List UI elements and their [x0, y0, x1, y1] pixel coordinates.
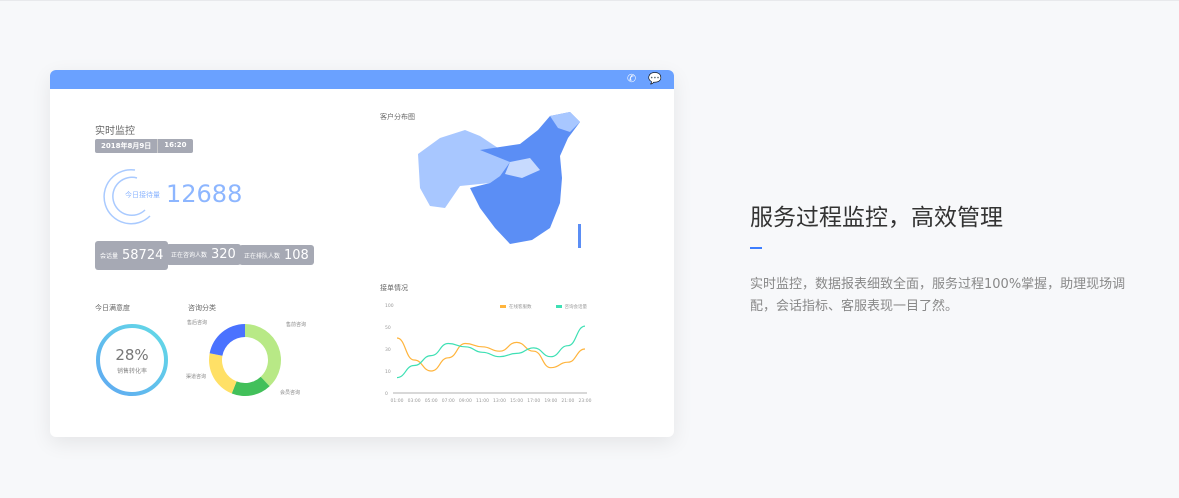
x-tick-label: 05:00 — [425, 398, 438, 404]
phone-icon[interactable]: ✆ — [627, 72, 637, 85]
y-tick-label: 10 — [385, 369, 391, 375]
x-tick-label: 23:00 — [579, 398, 592, 404]
x-tick-label: 09:00 — [459, 398, 472, 404]
promo-text: 实时监控，数据报表细致全面，服务过程100%掌握，助理现场调配，会话指标、客服表… — [750, 277, 1126, 314]
y-tick-label: 100 — [385, 303, 394, 309]
date-chip: 2018年8月9日 16:20 — [95, 139, 193, 153]
x-tick-label: 11:00 — [476, 398, 489, 404]
today-value: 12688 — [166, 180, 243, 208]
chat-icon[interactable]: 💬 — [648, 72, 662, 85]
reception-ring-icon — [103, 168, 151, 225]
series-line — [396, 325, 586, 379]
y-tick-label: 0 — [385, 391, 388, 397]
x-tick-label: 19:00 — [544, 398, 557, 404]
today-label: 今日接待量 — [125, 191, 160, 199]
slice-label: 售后咨询 — [187, 320, 208, 326]
satisfaction-value: 28% — [115, 346, 149, 364]
stat-consulting: 正在咨询人数 320 — [166, 244, 241, 265]
stat-queue: 正在排队人数 108 — [239, 245, 314, 265]
satisfaction-label: 销售转化率 — [116, 368, 147, 375]
china-map[interactable] — [410, 108, 590, 268]
category-title: 咨询分类 — [188, 304, 216, 312]
satisfaction-title: 今日满意度 — [95, 304, 130, 312]
series-line — [396, 337, 586, 372]
y-tick-label: 30 — [385, 347, 391, 353]
realtime-title: 实时监控 — [95, 126, 135, 137]
chart-legend: 在线客服数 咨询会话量 — [500, 304, 587, 310]
x-tick-label: 13:00 — [493, 398, 506, 404]
x-tick-label: 17:00 — [527, 398, 540, 404]
x-tick-label: 15:00 — [510, 398, 523, 404]
date: 2018年8月9日 — [101, 142, 152, 150]
map-title: 客户分布图 — [380, 113, 415, 121]
donut-slice — [245, 324, 281, 387]
satisfaction-ring — [96, 324, 168, 396]
stat-sessions: 会话量 58724 — [95, 241, 169, 270]
legend-item: 咨询会话量 — [555, 304, 587, 310]
card-header-bar: ✆ 💬 — [50, 70, 674, 89]
promo-title: 服务过程监控，高效管理 — [750, 205, 1003, 231]
x-tick-label: 01:00 — [391, 398, 404, 404]
y-tick-label: 50 — [385, 325, 391, 331]
category-donut — [209, 324, 281, 396]
legend-item: 在线客服数 — [500, 304, 532, 310]
donut-slice — [209, 324, 245, 356]
time: 16:20 — [157, 139, 192, 153]
slice-label: 会员咨询 — [280, 390, 301, 396]
slice-label: 渠道咨询 — [186, 374, 207, 380]
donut-slice — [209, 353, 237, 394]
x-tick-label: 07:00 — [442, 398, 455, 404]
slice-label: 售前咨询 — [286, 322, 307, 328]
promo-divider — [750, 247, 762, 249]
dashboard-card: ✆ 💬 实时监控 2018年8月9日 16:20 今日接待量 12688 会话量 5… — [50, 70, 674, 437]
donut-slice — [231, 376, 270, 396]
x-tick-label: 21:00 — [561, 398, 574, 404]
x-tick-label: 03:00 — [408, 398, 421, 404]
chart-title: 接单情况 — [380, 284, 408, 292]
